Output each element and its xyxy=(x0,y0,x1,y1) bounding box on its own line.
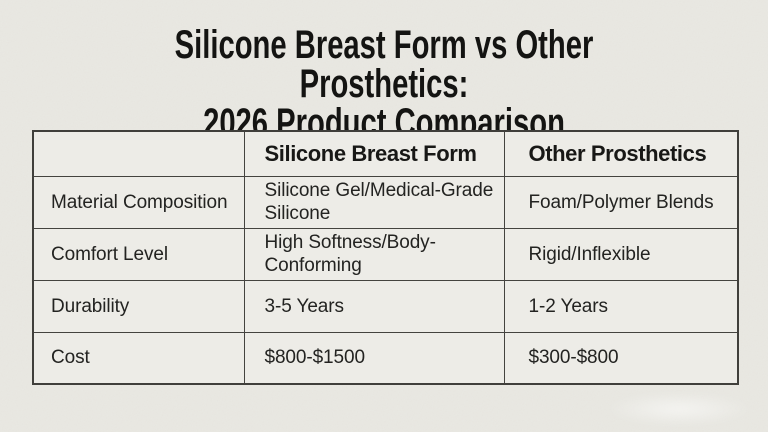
header-cell-silicone-breast-form: Silicone Breast Form xyxy=(243,130,505,177)
cell-other-durability: 1-2 Years xyxy=(503,279,739,333)
page-title: Silicone Breast Form vs Other Prosthetic… xyxy=(104,23,665,143)
row-label: Comfort Level xyxy=(32,227,245,281)
header-cell-feature xyxy=(32,130,245,177)
row-label: Durability xyxy=(32,279,245,333)
table-row-cost: Cost $800-$1500 $300-$800 xyxy=(32,331,739,385)
row-label: Material Composition xyxy=(32,175,245,229)
cell-silicone-cost: $800-$1500 xyxy=(243,331,505,385)
cell-other-comfort: Rigid/Inflexible xyxy=(503,227,739,281)
table-header-row: Silicone Breast Form Other Prosthetics xyxy=(32,130,739,177)
table-row-durability: Durability 3-5 Years 1-2 Years xyxy=(32,279,739,333)
cell-other-cost: $300-$800 xyxy=(503,331,739,385)
header-cell-other-prosthetics: Other Prosthetics xyxy=(503,130,739,177)
row-label: Cost xyxy=(32,331,245,385)
title-line-1: Silicone Breast Form vs Other Prosthetic… xyxy=(174,23,594,106)
table-row-comfort-level: Comfort Level High Softness/Body-Conform… xyxy=(32,227,739,281)
cell-other-material: Foam/Polymer Blends xyxy=(503,175,739,229)
paper-highlight xyxy=(604,392,754,426)
table-row-material-composition: Material Composition Silicone Gel/Medica… xyxy=(32,175,739,229)
cell-silicone-material: Silicone Gel/Medical-Grade Silicone xyxy=(243,175,505,229)
comparison-table: Silicone Breast Form Other Prosthetics M… xyxy=(32,130,739,385)
cell-silicone-durability: 3-5 Years xyxy=(243,279,505,333)
cell-silicone-comfort: High Softness/Body-Conforming xyxy=(243,227,505,281)
